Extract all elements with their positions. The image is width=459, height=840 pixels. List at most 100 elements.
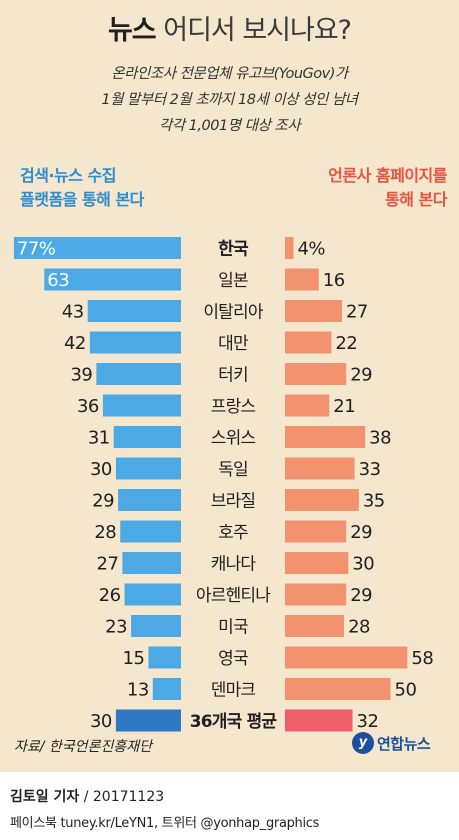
yonhap-logo-text: 연합뉴스: [377, 734, 431, 753]
bar-right-덴마크: [285, 678, 391, 700]
category-label-스위스: 스위스: [211, 429, 256, 449]
bar-left-영국: [148, 646, 181, 669]
value-label-left-36개국-평균: 30: [90, 711, 112, 732]
bar-right-캐나다: [285, 552, 349, 574]
bar-left-일본: [44, 268, 181, 291]
legend-right-line-1: 언론사 홈페이지를: [328, 166, 447, 185]
value-label-left-스위스: 31: [88, 428, 110, 449]
category-label-한국: 한국: [218, 240, 249, 260]
publish-date: / 20171123: [79, 789, 165, 805]
value-label-left-대만: 42: [64, 333, 86, 354]
category-label-터키: 터키: [218, 366, 248, 386]
value-label-left-영국: 15: [123, 648, 145, 669]
value-label-right-덴마크: 50: [395, 680, 417, 701]
value-label-right-대만: 22: [335, 333, 357, 354]
subtitle-line-1: 온라인조사 전문업체 유고브(YouGov)가: [111, 66, 348, 82]
legend-left-line-1: 검색·뉴스 수집: [20, 166, 116, 185]
category-label-프랑스: 프랑스: [211, 397, 256, 417]
title-bold: 뉴스: [107, 15, 157, 46]
bar-left-미국: [131, 615, 181, 637]
category-label-일본: 일본: [218, 271, 248, 291]
bar-right-36개국-평균: [285, 709, 353, 732]
bar-left-이탈리아: [87, 300, 181, 322]
source-note: 자료/ 한국언론진흥재단: [14, 739, 152, 755]
category-label-아르헨티나: 아르헨티나: [196, 586, 271, 606]
value-label-left-한국: 77%: [17, 239, 56, 260]
bar-right-호주: [285, 520, 347, 543]
value-label-left-캐나다: 27: [97, 554, 119, 575]
legend-right-line-2: 통해 본다: [385, 190, 447, 209]
bar-left-터키: [96, 363, 181, 385]
infographic-panel: [0, 0, 459, 772]
bar-left-브라질: [118, 489, 181, 511]
bar-right-영국: [285, 646, 408, 669]
value-label-right-브라질: 35: [363, 491, 385, 512]
credit-line: 김토일 기자 / 20171123: [10, 786, 164, 806]
value-label-right-한국: 4%: [297, 239, 325, 260]
bar-left-스위스: [113, 426, 181, 448]
category-label-호주: 호주: [218, 523, 248, 543]
legend-right: 언론사 홈페이지를 통해 본다: [328, 164, 447, 212]
reporter-name: 김토일 기자: [10, 789, 80, 805]
bar-left-캐나다: [122, 552, 181, 574]
page-title: 뉴스 어디서 보시나요?: [0, 8, 459, 47]
category-label-캐나다: 캐나다: [211, 555, 257, 575]
bar-right-미국: [285, 615, 345, 637]
value-label-right-프랑스: 21: [333, 396, 355, 417]
bar-right-일본: [285, 268, 319, 291]
value-label-left-호주: 28: [94, 522, 116, 543]
bar-left-한국: [13, 237, 181, 259]
bar-left-대만: [89, 331, 181, 354]
yonhap-logo: y 연합뉴스: [352, 732, 431, 754]
value-label-right-영국: 58: [411, 648, 433, 669]
bar-right-프랑스: [285, 394, 330, 417]
bar-left-36개국-평균: [115, 709, 181, 732]
bar-right-이탈리아: [285, 300, 342, 322]
value-label-right-캐나다: 30: [352, 554, 374, 575]
bar-right-독일: [285, 457, 355, 480]
bar-right-아르헨티나: [285, 583, 347, 606]
category-label-브라질: 브라질: [211, 492, 256, 512]
category-label-대만: 대만: [218, 334, 249, 354]
category-label-영국: 영국: [218, 649, 248, 669]
category-label-미국: 미국: [218, 618, 248, 638]
category-label-이탈리아: 이탈리아: [203, 303, 264, 323]
value-label-right-36개국-평균: 32: [357, 711, 379, 732]
value-label-left-터키: 39: [70, 365, 92, 386]
value-label-right-터키: 29: [350, 365, 372, 386]
legend-left: 검색·뉴스 수집 플랫폼을 통해 본다: [20, 164, 144, 212]
social-links: 페이스북 tuney.kr/LeYN1, 트위터 @yonhap_graphic…: [10, 816, 320, 831]
bar-left-아르헨티나: [124, 583, 181, 606]
bar-right-대만: [285, 331, 332, 354]
bar-left-덴마크: [152, 678, 181, 700]
value-label-right-미국: 28: [348, 617, 370, 638]
bar-right-한국: [285, 237, 294, 259]
bar-left-호주: [120, 520, 181, 543]
value-label-right-이탈리아: 27: [346, 302, 368, 323]
value-label-right-독일: 33: [359, 459, 381, 480]
value-label-left-일본: 63: [47, 270, 69, 291]
value-label-right-아르헨티나: 29: [350, 585, 372, 606]
value-label-left-아르헨티나: 26: [99, 585, 121, 606]
butterfly-bar-chart: 77% 4% 한국 63 16 일본 43 27 이탈리아 42 22 대만 39 29 터키 36 21 프랑스…: [13, 237, 434, 732]
value-label-left-덴마크: 13: [127, 680, 149, 701]
bar-left-프랑스: [102, 394, 181, 417]
category-label-덴마크: 덴마크: [211, 681, 256, 701]
value-label-left-독일: 30: [90, 459, 112, 480]
value-label-right-호주: 29: [350, 522, 372, 543]
value-label-left-프랑스: 36: [77, 396, 99, 417]
bar-left-독일: [115, 457, 181, 480]
value-label-left-브라질: 29: [92, 491, 114, 512]
bar-right-터키: [285, 363, 347, 385]
subtitle-line-3: 각각 1,001명 대상 조사: [158, 118, 301, 134]
value-label-left-이탈리아: 43: [62, 302, 84, 323]
yonhap-logo-icon: y: [352, 732, 374, 754]
value-label-left-미국: 23: [105, 617, 127, 638]
category-label-독일: 독일: [218, 460, 248, 480]
subtitle-line-2: 1월 말부터 2월 초까지 18세 이상 성인 남녀: [101, 92, 358, 108]
value-label-right-스위스: 38: [369, 428, 391, 449]
category-label-36개국-평균: 36개국 평균: [190, 712, 278, 732]
legend-left-line-2: 플랫폼을 통해 본다: [20, 190, 144, 209]
title-rest: 어디서 보시나요?: [155, 15, 352, 46]
bar-right-브라질: [285, 489, 359, 511]
